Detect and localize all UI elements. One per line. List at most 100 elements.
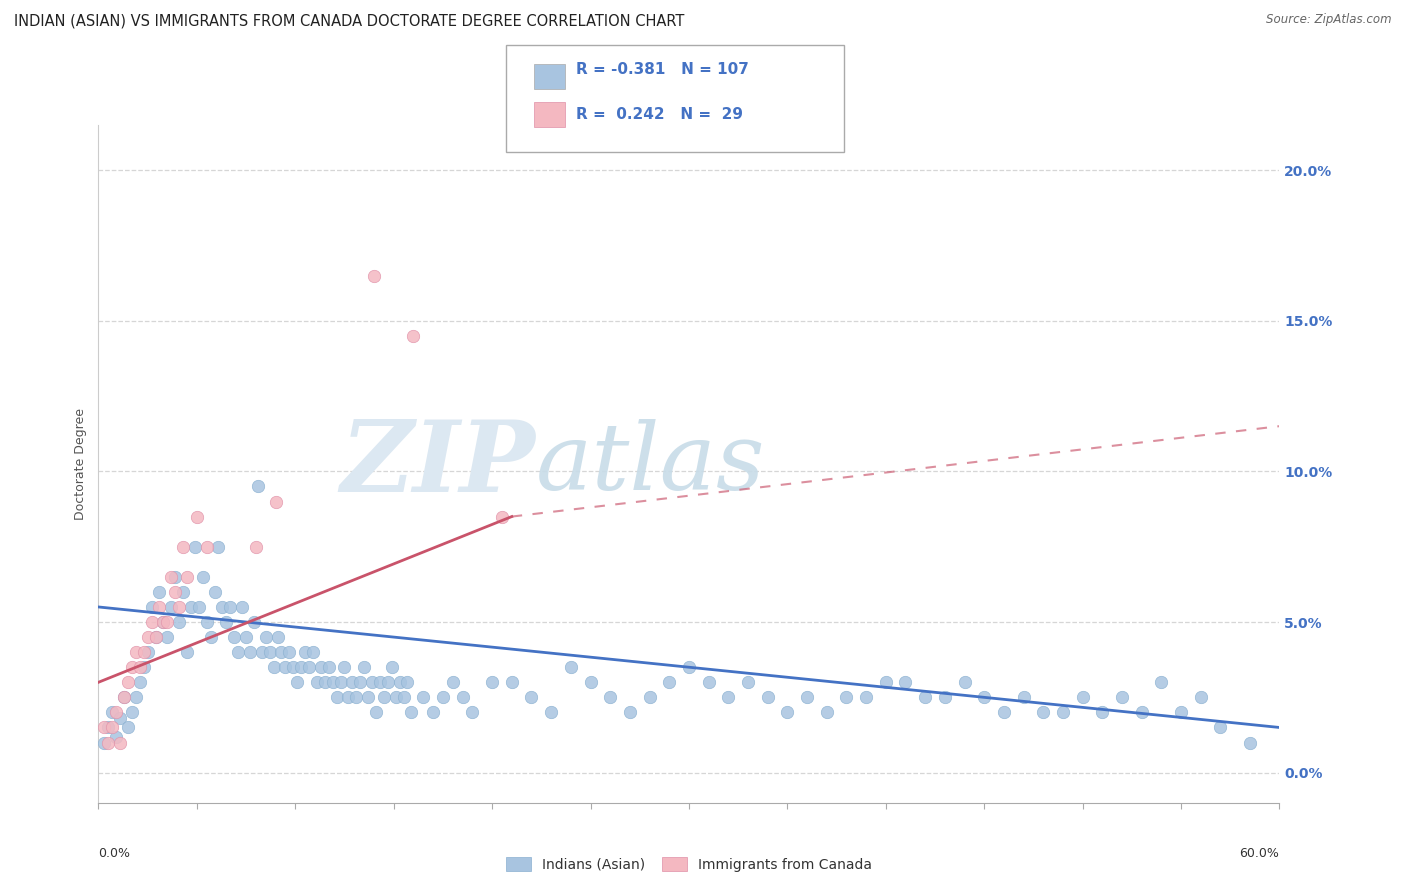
Point bbox=[678, 660, 700, 674]
Legend: Indians (Asian), Immigrants from Canada: Indians (Asian), Immigrants from Canada bbox=[501, 851, 877, 877]
Point bbox=[1130, 706, 1153, 720]
Point bbox=[461, 706, 484, 720]
Point bbox=[145, 630, 167, 644]
Text: atlas: atlas bbox=[536, 419, 765, 508]
Point bbox=[1012, 690, 1035, 705]
Point bbox=[200, 630, 222, 644]
Point bbox=[108, 735, 131, 749]
Point bbox=[520, 690, 543, 705]
Point bbox=[329, 675, 352, 690]
Point bbox=[1032, 706, 1054, 720]
Point bbox=[1111, 690, 1133, 705]
Point bbox=[108, 711, 131, 725]
Point bbox=[697, 675, 720, 690]
Text: Source: ZipAtlas.com: Source: ZipAtlas.com bbox=[1267, 13, 1392, 27]
Point bbox=[264, 494, 287, 508]
Point bbox=[381, 660, 404, 674]
Point bbox=[388, 675, 411, 690]
Point bbox=[302, 645, 325, 659]
Point bbox=[128, 660, 150, 674]
Point bbox=[121, 706, 143, 720]
Point bbox=[207, 540, 229, 554]
Point bbox=[235, 630, 257, 644]
Point bbox=[172, 540, 194, 554]
Point bbox=[278, 645, 301, 659]
Point bbox=[401, 706, 423, 720]
Point bbox=[318, 660, 340, 674]
Point bbox=[167, 615, 190, 629]
Point bbox=[402, 328, 425, 343]
Point bbox=[97, 735, 120, 749]
Point bbox=[619, 706, 641, 720]
Point bbox=[101, 721, 124, 735]
Point bbox=[93, 735, 115, 749]
Point bbox=[373, 690, 395, 705]
Point bbox=[245, 540, 267, 554]
Point bbox=[953, 675, 976, 690]
Point bbox=[132, 660, 155, 674]
Point bbox=[491, 509, 513, 524]
Point bbox=[93, 721, 115, 735]
Point bbox=[211, 599, 233, 614]
Point bbox=[290, 660, 312, 674]
Point bbox=[357, 690, 380, 705]
Point bbox=[1209, 721, 1232, 735]
Point bbox=[1239, 735, 1261, 749]
Point bbox=[152, 615, 174, 629]
Text: 0.0%: 0.0% bbox=[98, 847, 131, 860]
Point bbox=[128, 675, 150, 690]
Point bbox=[333, 660, 356, 674]
Text: ZIP: ZIP bbox=[340, 416, 536, 512]
Point bbox=[172, 585, 194, 599]
Point bbox=[451, 690, 474, 705]
Point bbox=[132, 645, 155, 659]
Point bbox=[263, 660, 285, 674]
Point bbox=[441, 675, 464, 690]
Point bbox=[117, 721, 139, 735]
Point bbox=[117, 675, 139, 690]
Point bbox=[195, 615, 218, 629]
Point bbox=[481, 675, 503, 690]
Point bbox=[1189, 690, 1212, 705]
Point bbox=[270, 645, 292, 659]
Point bbox=[184, 540, 207, 554]
Point bbox=[121, 660, 143, 674]
Point bbox=[540, 706, 562, 720]
Point bbox=[204, 585, 226, 599]
Point bbox=[422, 706, 444, 720]
Point bbox=[156, 615, 179, 629]
Point bbox=[176, 570, 198, 584]
Point bbox=[875, 675, 897, 690]
Point bbox=[737, 675, 759, 690]
Point bbox=[165, 570, 187, 584]
Point bbox=[392, 690, 415, 705]
Point bbox=[501, 675, 523, 690]
Point bbox=[112, 690, 135, 705]
Point bbox=[156, 630, 179, 644]
Point bbox=[1170, 706, 1192, 720]
Point bbox=[973, 690, 995, 705]
Point bbox=[239, 645, 262, 659]
Point bbox=[432, 690, 454, 705]
Point bbox=[125, 645, 148, 659]
Point bbox=[412, 690, 434, 705]
Point bbox=[125, 690, 148, 705]
Point bbox=[599, 690, 621, 705]
Point bbox=[105, 706, 128, 720]
Point bbox=[160, 599, 183, 614]
Point bbox=[756, 690, 779, 705]
Point bbox=[717, 690, 740, 705]
Point bbox=[835, 690, 858, 705]
Point bbox=[1052, 706, 1074, 720]
Point bbox=[152, 615, 174, 629]
Point bbox=[349, 675, 371, 690]
Point bbox=[309, 660, 332, 674]
Point bbox=[353, 660, 375, 674]
Point bbox=[815, 706, 838, 720]
Point bbox=[141, 599, 163, 614]
Point bbox=[145, 630, 167, 644]
Point bbox=[305, 675, 328, 690]
Point bbox=[342, 675, 364, 690]
Point bbox=[285, 675, 308, 690]
Point bbox=[243, 615, 266, 629]
